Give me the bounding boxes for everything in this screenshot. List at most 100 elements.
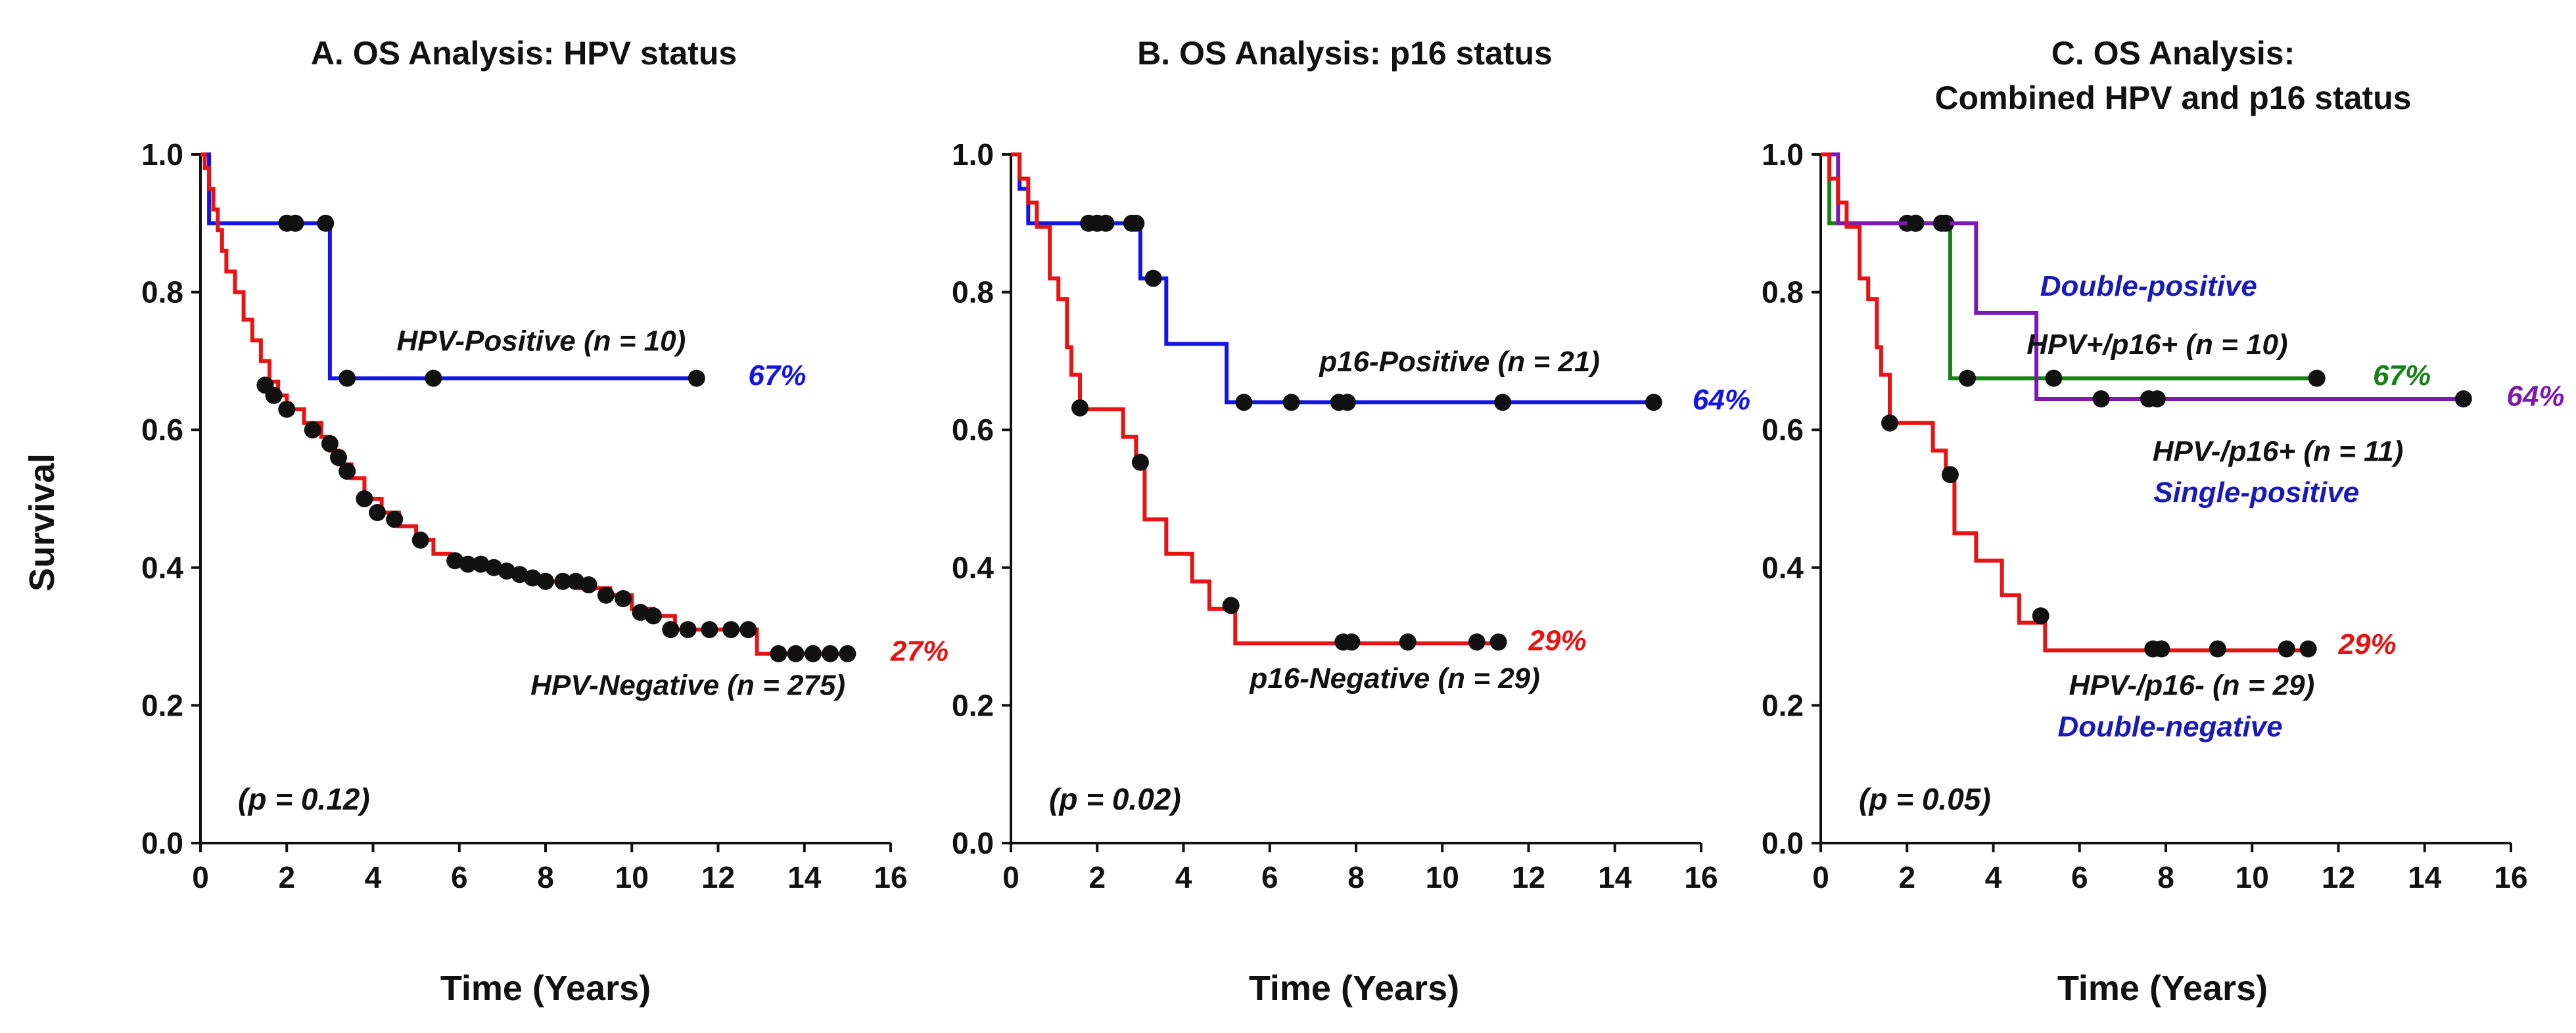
panel-b-y-tick-label: 1.0 [952,137,994,172]
panel-b-series-p16-negative-n-29-censor-marker [1468,633,1486,651]
panel-a-y-tick-label: 1.0 [141,137,183,172]
panel-b-series-p16-positive-n-21-censor-marker [1235,394,1253,411]
panel-c-y-tick-label: 0.8 [1762,275,1804,310]
panel-b-annotation-29: 29% [1528,625,1587,657]
panel-a-series-hpv-positive-n-10-censor-marker [339,369,356,387]
panel-a-series-hpv-negative-n-275-censor-marker [369,504,386,521]
panel-c-x-tick-label: 4 [1985,860,2002,894]
panel-b-series-p16-negative-n-29-censor-marker [1131,453,1149,471]
panel-a-x-tick-label: 10 [615,860,649,894]
panel-a-series-hpv-negative-n-275-censor-marker [804,645,822,662]
panel-c-y-tick-label: 0.0 [1762,826,1804,860]
panel-a-series-hpv-negative-n-275-censor-marker [645,607,663,625]
panel-a-series-hpv-negative-n-275-censor-marker [567,572,584,590]
panel-c-series-hpv-p16-n-10-censor-marker [1959,369,1977,387]
panel-c-series-hpv-p16-n-11-censor-marker [1932,214,1950,232]
panel-c-series-hpv-p16-n-11-curve [1821,152,2464,401]
panel-c-p-value: (p = 0.05) [1859,782,1991,816]
panel-c-series-hpv-p16-n-29-censor-marker [2153,640,2170,658]
panel-c-series-hpv-p16-n-29-censor-marker [2032,607,2049,625]
panel-b-series-p16-positive-n-21-censor-marker [1097,214,1115,232]
panel-c-x-tick-label: 10 [2236,860,2269,894]
panel-b-annotation-64: 64% [1693,384,1750,416]
panel-a-series-hpv-negative-n-275-censor-marker [580,576,597,593]
panel-b-x-tick-label: 12 [1512,860,1545,894]
panel-a-x-tick-label: 16 [874,860,907,894]
panel-a-series-hpv-negative-n-275-censor-marker [321,435,339,453]
panel-c-series-hpv-p16-n-10-censor-marker [2045,369,2063,387]
panel-a-series-hpv-negative-n-275-censor-marker [597,586,615,604]
panel-a-x-tick-label: 2 [278,860,295,894]
panel-b-annotation-p16-positive-n-21: p16-Positive (n = 21) [1319,346,1600,378]
panel-a-series-hpv-negative-n-275-censor-marker [679,621,697,639]
panel-c-series-hpv-p16-n-29-censor-marker [2278,640,2295,658]
panel-b-series-p16-positive-n-21-censor-marker [1144,269,1162,287]
panel-c-y-tick-label: 0.6 [1762,413,1804,447]
panel-c-series-hpv-p16-n-11-censor-marker [2454,390,2472,407]
panel-c-y-tick-label: 0.2 [1762,688,1804,722]
panel-c-annotation-64: 64% [2506,380,2564,413]
panel-a-series-hpv-negative-n-275-censor-marker [386,511,404,528]
panel-c-annotation-double-negative: Double-negative [2057,711,2282,743]
panel-c-y-tick-label: 0.4 [1762,551,1804,585]
panel-a-series-hpv-negative-n-275-censor-marker [459,555,477,573]
panel-a-series-hpv-negative-n-275-censor-marker [356,490,373,507]
panel-b-series-p16-negative-n-29-censor-marker [1399,633,1417,651]
panel-b-y-tick-label: 0.4 [952,551,994,585]
panel-c-series-hpv-p16-n-11-censor-marker [2092,390,2110,407]
panel-c-title-line-2: Combined HPV and p16 status [1934,80,2411,116]
panel-b-annotation-p16-negative-n-29: p16-Negative (n = 29) [1249,662,1539,695]
panel-c-x-tick-label: 2 [1898,860,1915,894]
panel-a-series-hpv-negative-n-275-censor-marker [265,386,283,404]
panel-b-x-tick-label: 2 [1089,860,1106,894]
panel-b-x-tick-label: 14 [1598,860,1632,894]
panel-b-x-axis-title: Time (Years) [1249,969,1459,1008]
panel-c-series-hpv-p16-n-11-censor-marker [2148,390,2166,407]
panel-b-series-p16-positive-n-21-censor-marker [1494,394,1512,411]
panel-b-x-tick-label: 16 [1684,860,1718,894]
panel-b-x-tick-label: 6 [1261,860,1278,894]
panel-c-x-tick-label: 16 [2494,860,2527,894]
panel-a-series-hpv-negative-n-275-censor-marker [304,421,321,439]
panel-c-annotation-hpv-p16-n-10: HPV+/p16+ (n = 10) [2026,329,2287,361]
panel-a-series-hpv-negative-n-275-censor-marker [822,645,839,662]
panel-b-series-p16-negative-n-29-censor-marker [1071,399,1089,417]
panel-a-series-hpv-negative-n-275-censor-marker [701,621,718,639]
panel-b-x-tick-label: 4 [1175,860,1192,894]
panel-a-series-hpv-negative-n-275-censor-marker [278,400,296,418]
panel-a-series-hpv-positive-n-10-censor-marker [688,369,705,387]
panel-c-series-hpv-p16-n-29-censor-marker [1941,466,1959,484]
panel-c-annotation-hpv-p16-n-29: HPV-/p16- (n = 29) [2069,670,2315,702]
panel-c-annotation-double-positive: Double-positive [2040,270,2257,302]
panel-a-series-hpv-negative-n-275-censor-marker [554,572,572,590]
panel-a-series-hpv-negative-n-275-censor-marker [330,449,347,467]
panel-a-series-hpv-negative-n-275-censor-marker [472,555,490,573]
panel-b-series-p16-positive-n-21-curve [1011,152,1654,405]
panel-a-x-tick-label: 0 [192,860,209,894]
panel-c-series-hpv-p16-n-29-censor-marker [2209,640,2226,658]
panel-b-y-tick-label: 0.6 [952,413,994,447]
panel-a-series-hpv-negative-n-275-censor-marker [339,463,356,480]
panel-b-series-p16-negative-n-29-censor-marker [1489,633,1507,651]
panel-a-annotation-27: 27% [890,635,948,667]
panel-c-y-tick-label: 1.0 [1762,137,1804,172]
panel-a-y-axis-title: Survival [22,453,62,591]
panel-b-x-tick-label: 10 [1426,860,1459,894]
panel-b-y-tick-label: 0.2 [952,688,994,722]
panel-a-x-axis-title: Time (Years) [440,969,651,1008]
panel-b: B. OS Analysis: p16 status Time (Years) … [952,35,1750,1008]
panel-a-y-tick-label: 0.8 [141,275,183,310]
panel-a-y-tick-label: 0.6 [141,413,183,447]
panel-b-series-p16-negative-n-29-censor-marker [1222,597,1240,614]
panel-c: C. OS Analysis: Combined HPV and p16 sta… [1762,35,2564,1008]
panel-c-x-tick-label: 6 [2071,860,2088,894]
panel-c-x-axis-title: Time (Years) [2057,969,2268,1008]
panel-a-p-value: (p = 0.12) [238,782,370,816]
panel-a-x-tick-label: 8 [537,860,554,894]
panel-a-series-hpv-negative-n-275-censor-marker [662,621,680,639]
panel-c-series-hpv-p16-n-29-curve [1821,152,2308,653]
panel-a-series-hpv-negative-n-275-censor-marker [770,645,787,662]
panel-a-series-hpv-negative-n-275-censor-marker [411,531,429,549]
panel-c-annotation-hpv-p16-n-11: HPV-/p16+ (n = 11) [2153,435,2403,467]
